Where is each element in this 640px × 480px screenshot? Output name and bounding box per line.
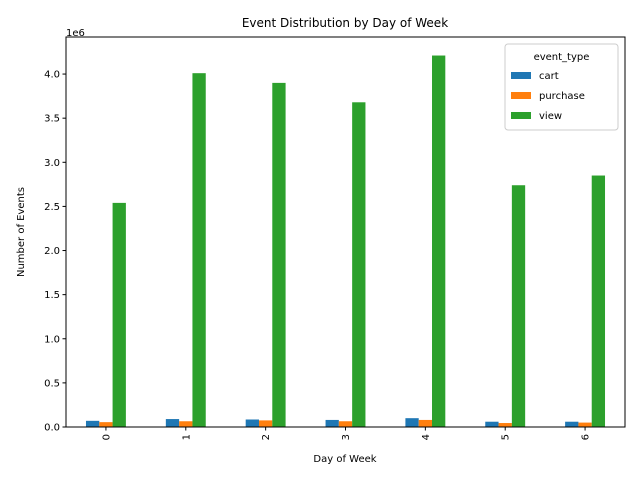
legend-label-purchase: purchase bbox=[539, 91, 585, 102]
bar-view-day-1 bbox=[192, 73, 206, 428]
y-tick-label: 3.0 bbox=[44, 158, 60, 169]
y-axis-label: Number of Events bbox=[16, 187, 27, 277]
bar-cart-day-6 bbox=[565, 421, 579, 427]
y-axis: 0.0 0.5 1.0 1.5 2.0 2.5 3.0 3.5 4.0 bbox=[44, 70, 66, 434]
y-tick-label: 0.0 bbox=[44, 423, 60, 434]
legend-swatch-view bbox=[511, 112, 531, 119]
x-tick-label: 1 bbox=[181, 434, 192, 440]
legend-title: event_type bbox=[534, 52, 590, 63]
bar-purchase-day-6 bbox=[578, 422, 592, 427]
bar-purchase-day-1 bbox=[179, 421, 193, 427]
bar-view-day-6 bbox=[591, 175, 606, 427]
y-tick-label: 1.5 bbox=[44, 290, 60, 301]
bar-cart-day-0 bbox=[85, 420, 100, 427]
bar-cart-day-4 bbox=[405, 418, 419, 427]
y-tick-label: 3.5 bbox=[44, 114, 60, 125]
legend-box bbox=[504, 43, 619, 131]
legend-label-view: view bbox=[539, 111, 562, 122]
bar-cart-day-1 bbox=[165, 419, 180, 427]
y-tick-label: 4.0 bbox=[44, 70, 60, 81]
legend-swatch-purchase bbox=[511, 92, 531, 99]
y-tick-label: 2.0 bbox=[44, 246, 60, 257]
x-tick-label: 3 bbox=[341, 434, 352, 440]
legend-label-cart: cart bbox=[539, 71, 559, 82]
x-axis: 0 1 2 3 4 5 6 bbox=[101, 427, 592, 440]
x-axis-label: Day of Week bbox=[313, 454, 376, 465]
bar-purchase-day-0 bbox=[99, 422, 113, 427]
bar-purchase-day-3 bbox=[338, 421, 353, 427]
y-tick-label: 0.5 bbox=[44, 378, 60, 389]
bar-purchase-day-4 bbox=[418, 419, 433, 427]
bar-view-day-5 bbox=[511, 185, 526, 427]
x-tick-label: 4 bbox=[421, 434, 432, 440]
bar-view-day-3 bbox=[352, 102, 366, 427]
y-tick-label: 2.5 bbox=[44, 202, 60, 213]
x-tick-label: 0 bbox=[101, 434, 112, 440]
bar-purchase-day-5 bbox=[498, 423, 512, 427]
legend-swatch-cart bbox=[511, 72, 531, 79]
x-tick-label: 5 bbox=[501, 434, 512, 440]
bar-view-day-4 bbox=[432, 55, 446, 427]
y-tick-label: 1.0 bbox=[44, 334, 60, 345]
bars-group bbox=[85, 55, 606, 428]
bar-view-day-0 bbox=[112, 202, 126, 427]
chart-title: Event Distribution by Day of Week bbox=[242, 16, 448, 30]
bar-view-day-2 bbox=[272, 82, 286, 427]
bar-cart-day-5 bbox=[485, 421, 499, 427]
bar-purchase-day-2 bbox=[258, 420, 273, 427]
x-tick-label: 2 bbox=[261, 434, 272, 440]
x-tick-label: 6 bbox=[581, 434, 592, 440]
bar-cart-day-2 bbox=[245, 419, 259, 427]
bar-cart-day-3 bbox=[325, 419, 339, 427]
y-offset-label: 1e6 bbox=[66, 28, 85, 39]
